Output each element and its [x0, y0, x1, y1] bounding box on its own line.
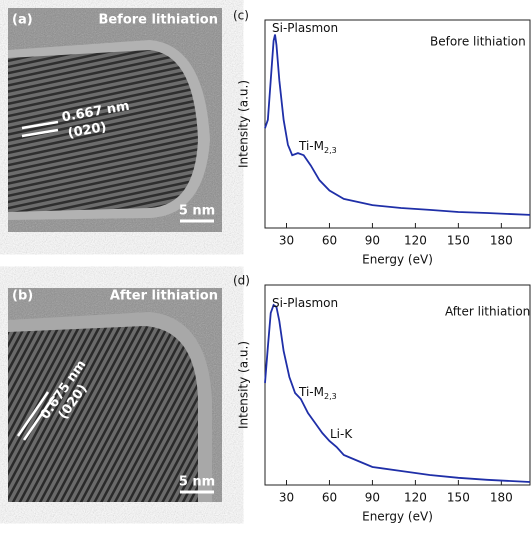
annotation: Li-K	[330, 427, 353, 441]
annotation-subscript: 2,3	[324, 392, 337, 401]
panel-label: (a)	[12, 13, 33, 28]
chart-title: After lithiation	[445, 305, 530, 319]
annotation: Si-Plasmon	[272, 21, 338, 35]
annotation-subscript: 2,3	[324, 146, 337, 155]
tem-image-a: (a) Before lithiation 0.667 nm (020) 5 n…	[8, 8, 222, 232]
x-axis-label: Energy (eV)	[362, 510, 433, 524]
spectrum-line	[264, 303, 531, 483]
y-axis-label: Intensity (a.u.)	[237, 341, 251, 429]
image-title: After lithiation	[110, 289, 218, 304]
x-tick-label: 180	[490, 491, 513, 505]
x-tick-label: 180	[490, 234, 513, 248]
panel-label: (d)	[233, 274, 250, 288]
annotation: Ti-M2,3	[298, 139, 337, 155]
chart-title: Before lithiation	[430, 35, 526, 49]
scale-bar-label: 5 nm	[179, 475, 215, 490]
x-tick-label: 90	[365, 491, 380, 505]
annotation-text: Ti-M	[298, 139, 324, 153]
x-tick-label: 150	[447, 491, 470, 505]
scale-bar-label: 5 nm	[179, 204, 215, 219]
image-title: Before lithiation	[98, 13, 218, 28]
annotation-text: Li-K	[330, 427, 353, 441]
spectrum-line	[264, 34, 531, 216]
annotation-text: Ti-M	[298, 385, 324, 399]
annotation-text: Si-Plasmon	[272, 296, 338, 310]
panel-label: (c)	[233, 9, 249, 23]
x-axis-label: Energy (eV)	[362, 253, 433, 267]
x-tick-label: 30	[279, 234, 294, 248]
tem-image-b: (b) After lithiation 0.675 nm (020) 5 nm	[8, 288, 222, 502]
plot-frame	[264, 19, 531, 229]
x-tick-label: 120	[404, 234, 427, 248]
x-tick-label: 60	[322, 234, 337, 248]
lattice-plane: (020)	[67, 120, 108, 142]
annotation: Ti-M2,3	[298, 385, 337, 401]
panel-label: (b)	[12, 289, 33, 304]
x-tick-label: 150	[447, 234, 470, 248]
annotation-text: Si-Plasmon	[272, 21, 338, 35]
x-tick-label: 120	[404, 491, 427, 505]
x-tick-label: 60	[322, 491, 337, 505]
x-tick-label: 90	[365, 234, 380, 248]
x-tick-label: 30	[279, 491, 294, 505]
plot-frame	[264, 284, 531, 486]
annotation: Si-Plasmon	[272, 296, 338, 310]
y-axis-label: Intensity (a.u.)	[237, 80, 251, 168]
